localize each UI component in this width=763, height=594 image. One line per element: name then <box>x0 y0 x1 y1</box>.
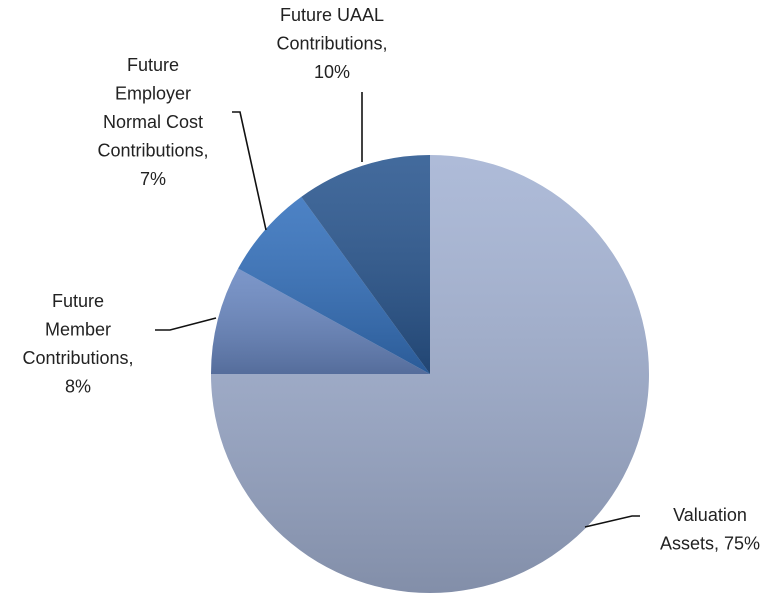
data-label: Contributions, <box>276 33 387 53</box>
slice-shade <box>238 196 430 374</box>
data-label: 8% <box>65 376 91 396</box>
data-label: Future <box>127 55 179 75</box>
data-label: Assets, 75% <box>660 533 760 553</box>
data-label: 7% <box>140 169 166 189</box>
leader-line <box>232 111 267 231</box>
data-label: Valuation <box>673 505 747 525</box>
data-label: Contributions, <box>22 348 133 368</box>
leader-line <box>584 515 640 528</box>
data-label: Employer <box>115 83 191 103</box>
slice-shade <box>211 268 430 374</box>
data-label: Contributions, <box>97 140 208 160</box>
data-label: 10% <box>314 62 350 82</box>
data-label: Future UAAL <box>280 5 384 25</box>
data-label: Member <box>45 319 111 339</box>
data-label: Normal Cost <box>103 112 203 132</box>
data-label: Future <box>52 291 104 311</box>
slice-shade <box>301 155 430 374</box>
labels: Valuation Assets, 75% Future Member Contribu… <box>22 5 760 554</box>
pie <box>211 155 649 593</box>
leader-line <box>155 317 217 331</box>
